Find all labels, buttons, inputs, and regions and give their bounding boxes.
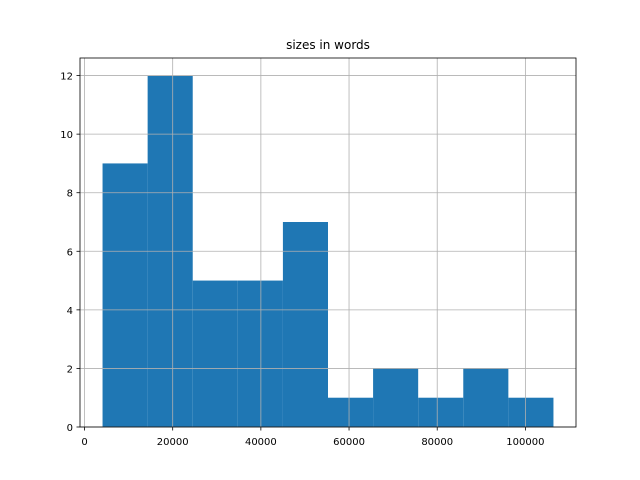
y-tick-label: 6: [67, 247, 73, 258]
x-tick-label: 80000: [421, 437, 453, 448]
bar: [328, 397, 374, 427]
y-tick-label: 10: [60, 130, 73, 141]
bar: [418, 397, 464, 427]
bar: [373, 368, 419, 427]
bar: [237, 280, 283, 427]
y-tick-label: 2: [67, 364, 73, 375]
x-tick-label: 40000: [245, 437, 277, 448]
y-tick-label: 0: [67, 423, 73, 434]
bar: [463, 368, 509, 427]
x-tick-label: 0: [81, 437, 87, 448]
chart-title: sizes in words: [286, 38, 370, 52]
y-tick-label: 8: [67, 189, 73, 200]
bar: [192, 280, 238, 427]
bar: [282, 222, 328, 427]
y-tick-label: 12: [60, 72, 73, 83]
bar: [102, 163, 148, 427]
x-tick-label: 60000: [333, 437, 365, 448]
bar: [508, 397, 554, 427]
x-tick-label: 100000: [506, 437, 544, 448]
x-tick-label: 20000: [157, 437, 189, 448]
axes-frame: [79, 57, 577, 428]
y-tick-label: 4: [67, 306, 73, 317]
